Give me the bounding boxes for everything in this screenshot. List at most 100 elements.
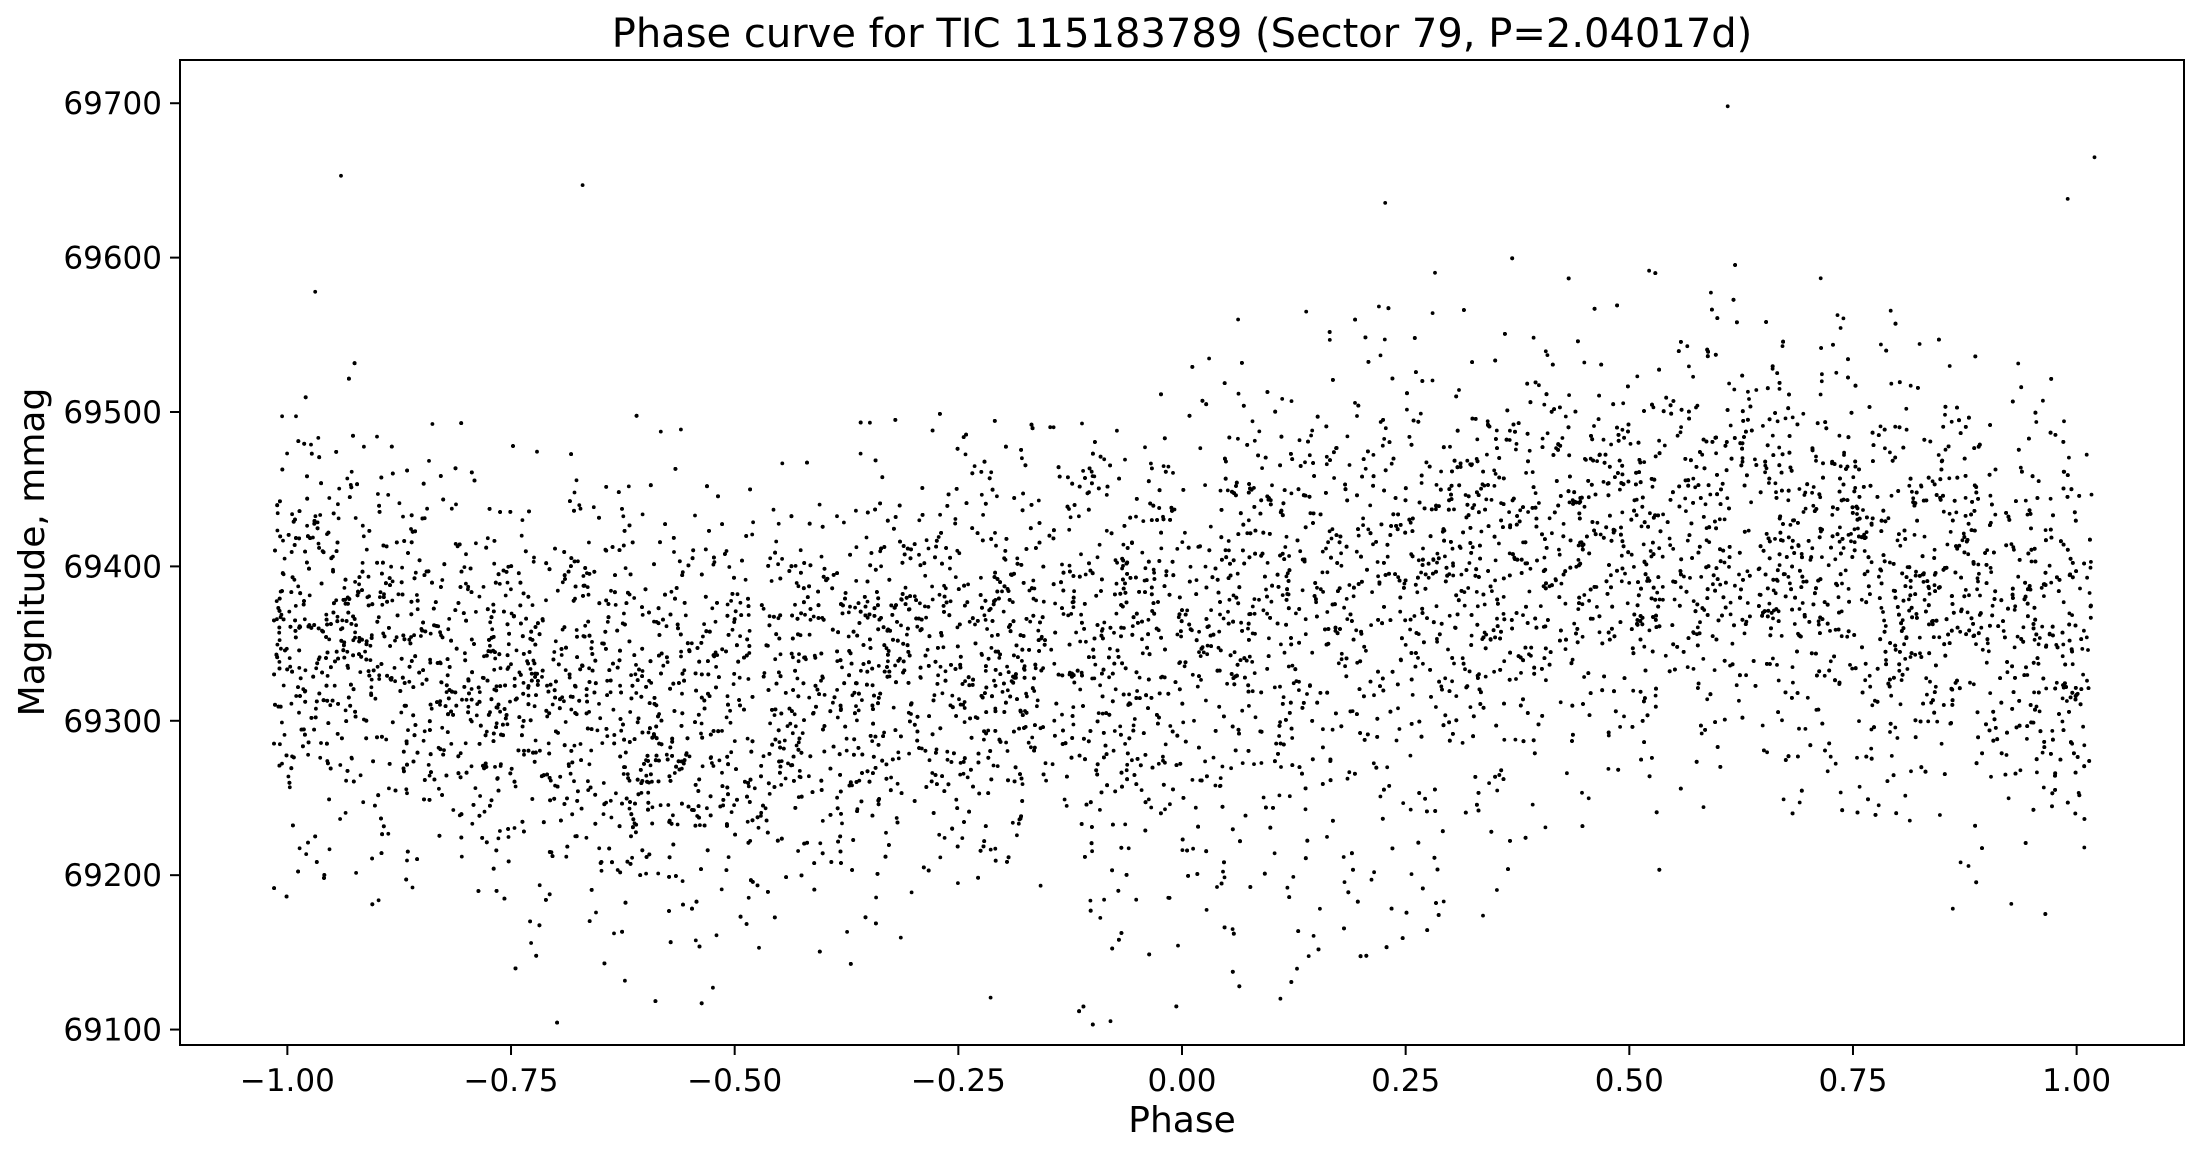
data-point — [1326, 540, 1330, 545]
data-point — [1877, 574, 1881, 579]
data-point — [1797, 487, 1802, 491]
data-point — [1619, 579, 1624, 584]
data-point — [623, 978, 627, 983]
data-point — [889, 775, 893, 780]
data-point — [2049, 580, 2054, 585]
data-point — [1090, 849, 1094, 854]
data-point — [474, 610, 478, 614]
data-point — [924, 538, 929, 543]
data-point — [1791, 680, 1795, 685]
data-point — [1838, 790, 1843, 795]
data-point — [776, 521, 781, 526]
data-point — [1797, 800, 1802, 805]
data-point — [924, 615, 928, 620]
data-point — [1356, 533, 1361, 538]
data-point — [751, 520, 755, 525]
data-point — [1975, 576, 1980, 581]
data-point — [767, 614, 772, 619]
data-point — [1980, 647, 1985, 652]
data-point — [1345, 617, 1350, 621]
data-point — [1989, 570, 1994, 574]
data-point — [1888, 730, 1892, 734]
data-point — [985, 627, 989, 631]
data-point — [466, 587, 470, 592]
data-point — [743, 577, 748, 582]
data-point — [466, 704, 471, 709]
data-point — [1810, 546, 1815, 551]
data-point — [1098, 808, 1102, 812]
data-point — [1582, 360, 1587, 365]
data-point — [609, 815, 614, 820]
data-point — [979, 651, 984, 656]
data-point — [1221, 616, 1226, 621]
data-point — [1648, 549, 1653, 553]
data-point — [1582, 593, 1587, 597]
data-point — [427, 459, 431, 463]
data-point — [1540, 436, 1545, 441]
data-point — [578, 506, 583, 511]
data-point — [1675, 433, 1680, 438]
data-point — [649, 681, 654, 685]
data-point — [302, 617, 307, 622]
data-point — [1595, 520, 1600, 525]
data-point — [1467, 561, 1472, 565]
data-point — [2081, 724, 2086, 729]
data-point — [1208, 524, 1213, 529]
data-point — [413, 570, 418, 575]
data-point — [506, 665, 511, 670]
data-point — [1932, 583, 1937, 588]
data-point — [459, 854, 464, 859]
data-point — [693, 938, 698, 943]
data-point — [1647, 268, 1651, 273]
data-point — [1072, 589, 1076, 594]
data-point — [1777, 563, 1782, 567]
data-point — [1519, 671, 1523, 675]
data-point — [1559, 581, 1564, 586]
data-point — [1974, 642, 1978, 646]
data-point — [626, 484, 631, 489]
data-point — [793, 724, 798, 729]
data-point — [1927, 592, 1932, 596]
data-point — [1339, 651, 1344, 656]
data-point — [1985, 641, 1990, 646]
data-point — [1922, 598, 1927, 602]
data-point — [640, 669, 645, 673]
data-point — [473, 786, 478, 790]
data-point — [1060, 562, 1064, 567]
data-point — [294, 694, 299, 698]
data-point — [1439, 469, 1443, 474]
data-point — [2009, 542, 2014, 546]
data-point — [1140, 550, 1145, 555]
data-point — [1062, 797, 1067, 802]
data-point — [1976, 579, 1980, 584]
data-point — [1020, 659, 1024, 663]
data-point — [1657, 546, 1662, 551]
data-point — [1853, 486, 1858, 490]
data-point — [376, 615, 381, 620]
data-point — [1383, 201, 1388, 205]
data-point — [1507, 438, 1512, 442]
data-point — [1267, 636, 1271, 641]
data-point — [2062, 419, 2066, 424]
data-point — [387, 786, 391, 791]
data-point — [1977, 571, 1981, 576]
data-point — [938, 512, 942, 517]
data-point — [1290, 663, 1295, 668]
data-point — [746, 677, 751, 681]
data-point — [1560, 436, 1565, 440]
data-point — [2041, 398, 2045, 403]
data-point — [1441, 899, 1446, 904]
data-point — [1910, 489, 1914, 494]
data-point — [699, 721, 704, 726]
data-point — [1306, 954, 1311, 958]
data-point — [1580, 634, 1585, 639]
data-point — [1250, 660, 1255, 664]
data-point — [1092, 474, 1097, 479]
data-point — [840, 665, 844, 670]
data-point — [1682, 574, 1686, 579]
data-point — [1171, 471, 1175, 475]
data-point — [795, 676, 800, 681]
data-point — [937, 832, 942, 837]
data-point — [1862, 549, 1867, 553]
